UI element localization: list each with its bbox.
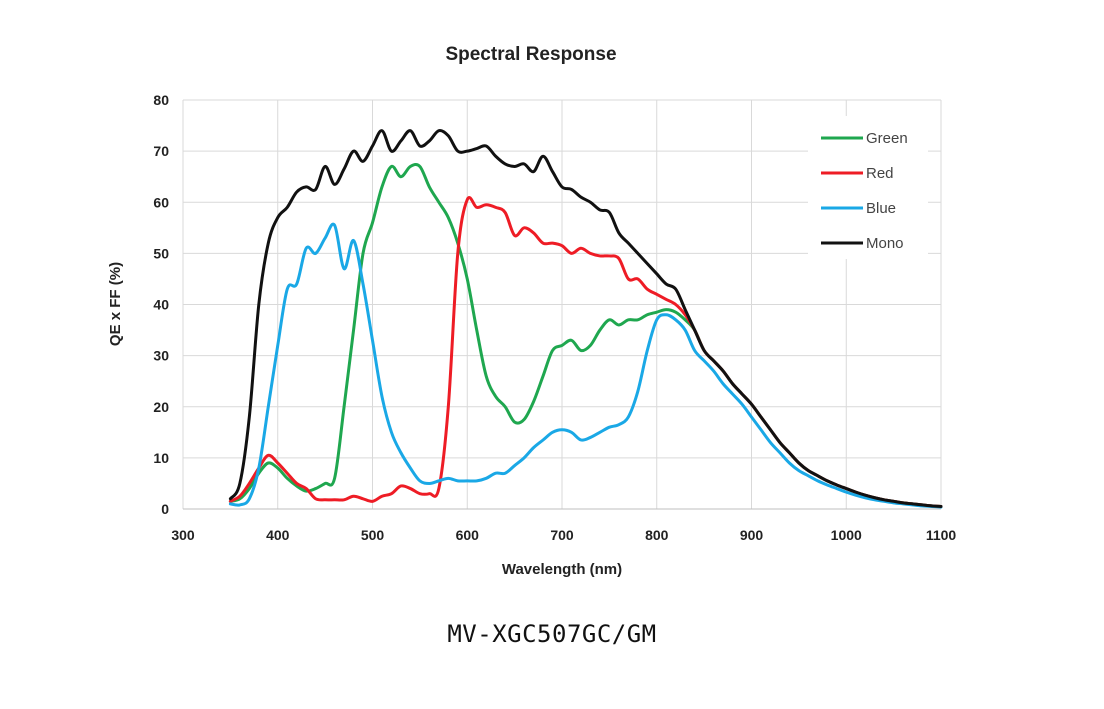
y-tick-label: 60: [153, 194, 169, 210]
model-caption: MV-XGC507GC/GM: [447, 620, 657, 648]
y-tick-label: 30: [153, 348, 169, 364]
x-tick-label: 400: [266, 527, 290, 543]
x-tick-label: 700: [550, 527, 574, 543]
x-tick-label: 300: [171, 527, 195, 543]
axes: 0 10 20 30 40 50 60 70 80 300 400 500 600 700 800 900 10…: [153, 92, 956, 543]
x-tick-label: 600: [456, 527, 480, 543]
y-tick-label: 80: [153, 92, 169, 108]
legend-label-green: Green: [866, 130, 908, 147]
x-axis-label: Wavelength (nm): [502, 561, 622, 578]
y-tick-label: 10: [153, 450, 169, 466]
legend-label-blue: Blue: [866, 200, 896, 217]
y-tick-label: 50: [153, 245, 169, 261]
x-tick-label: 800: [645, 527, 669, 543]
legend-label-red: Red: [866, 165, 894, 182]
x-tick-label: 900: [740, 527, 764, 543]
x-tick-label: 1000: [831, 527, 862, 543]
y-axis-label: QE x FF (%): [107, 262, 124, 346]
series-line-mono: [228, 129, 943, 508]
y-tick-label: 40: [153, 297, 169, 313]
y-tick-label: 20: [153, 399, 169, 415]
legend-label-mono: Mono: [866, 235, 904, 252]
chart-title: Spectral Response: [445, 44, 616, 65]
grid: [182, 99, 942, 509]
y-tick-label: 0: [161, 501, 169, 517]
legend-box: [808, 116, 928, 259]
x-tick-label: 500: [361, 527, 385, 543]
x-tick-label: 1100: [926, 527, 957, 543]
legend: Green Red Blue Mono: [808, 116, 928, 259]
series-layer: [228, 129, 943, 509]
series-line-blue: [228, 222, 943, 509]
y-tick-label: 70: [153, 143, 169, 159]
